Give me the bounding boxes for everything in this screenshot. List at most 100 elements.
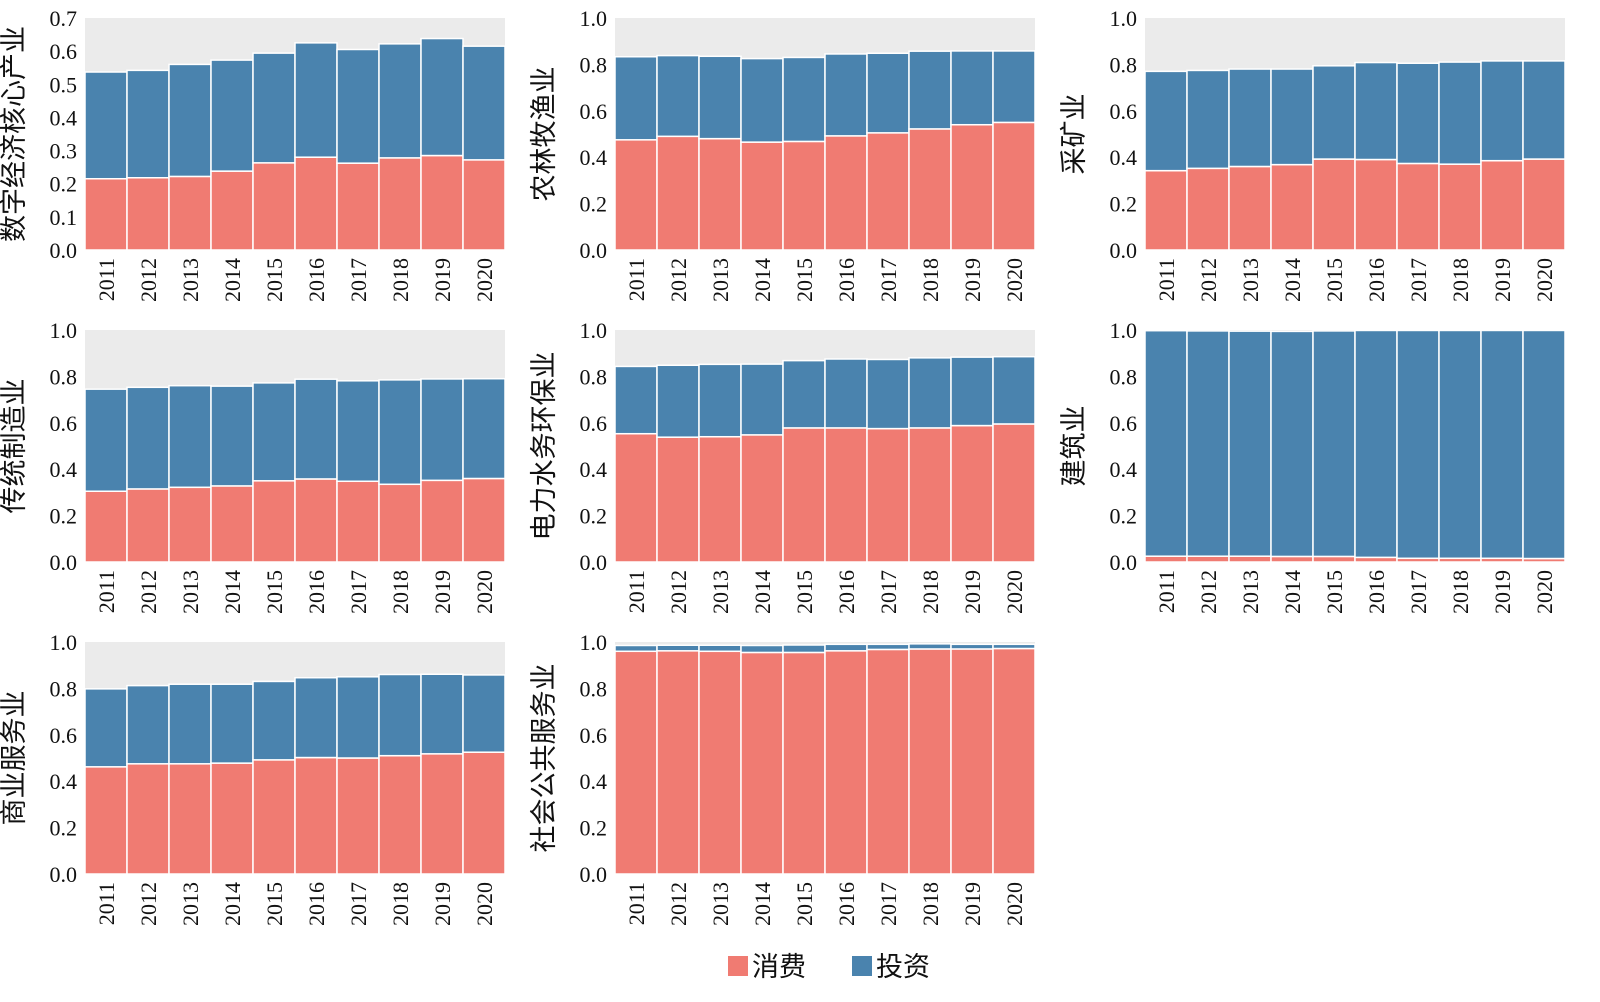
bar-consumption-2017	[336, 480, 380, 563]
bar-investment-2020	[462, 674, 506, 753]
y-tick-label: 0.4	[1110, 145, 1138, 170]
bar-investment-2015	[782, 359, 826, 429]
bar-investment-2015	[782, 644, 826, 654]
y-tick-label: 0.4	[50, 105, 78, 130]
bar-consumption-2011	[84, 490, 128, 563]
bar-consumption-2020	[992, 647, 1036, 875]
bar-consumption-2014	[1270, 163, 1314, 251]
bar-consumption-2019	[420, 753, 464, 875]
y-tick-label: 0.8	[580, 676, 608, 701]
bar-consumption-2020	[462, 751, 506, 875]
bar-consumption-2017	[866, 648, 910, 875]
bar-consumption-2016	[824, 135, 868, 251]
bar-consumption-2015	[1312, 158, 1356, 251]
bar-investment-2013	[168, 384, 212, 489]
bar-investment-2013	[1228, 68, 1272, 168]
bar-consumption-2019	[950, 123, 994, 251]
x-tick-label: 2020	[472, 258, 497, 302]
x-tick-label: 2013	[708, 258, 733, 302]
bar-consumption-2012	[656, 135, 700, 251]
bar-consumption-2014	[1270, 555, 1314, 563]
x-tick-label: 2017	[346, 570, 371, 614]
x-tick-label: 2019	[430, 258, 455, 302]
bar-investment-2011	[84, 71, 128, 180]
bar-consumption-2016	[824, 650, 868, 875]
y-tick-label: 0.8	[1110, 364, 1138, 389]
x-tick-label: 2016	[304, 570, 329, 614]
x-tick-label: 2019	[960, 258, 985, 302]
bar-investment-2017	[866, 358, 910, 430]
x-tick-label: 2016	[834, 882, 859, 926]
bar-consumption-2013	[698, 137, 742, 251]
x-tick-label: 2016	[834, 570, 859, 614]
bar-investment-2014	[1270, 68, 1314, 166]
bar-investment-2013	[698, 644, 742, 653]
bar-consumption-2016	[294, 756, 338, 875]
y-tick-label: 0.5	[50, 72, 78, 97]
x-tick-label: 2018	[918, 570, 943, 614]
y-tick-label: 0.0	[50, 550, 78, 575]
x-tick-label: 2015	[792, 258, 817, 302]
bar-consumption-2011	[614, 432, 658, 563]
y-tick-label: 1.0	[1110, 318, 1138, 343]
bar-consumption-2018	[378, 483, 422, 563]
bar-investment-2019	[1480, 329, 1524, 560]
y-axis-label: 商业服务业	[0, 691, 29, 826]
bar-consumption-2013	[168, 486, 212, 563]
bar-investment-2014	[210, 59, 254, 172]
bar-investment-2017	[1396, 62, 1440, 165]
bar-consumption-2011	[1144, 555, 1188, 563]
bar-consumption-2012	[656, 650, 700, 875]
x-tick-label: 2020	[1532, 258, 1557, 302]
x-tick-label: 2014	[750, 258, 775, 302]
x-tick-label: 2013	[708, 570, 733, 614]
bar-consumption-2020	[1522, 158, 1566, 251]
x-tick-label: 2020	[1532, 570, 1557, 614]
y-tick-label: 0.4	[580, 145, 608, 170]
y-tick-label: 0.4	[50, 769, 78, 794]
y-tick-label: 0.4	[1110, 457, 1138, 482]
x-tick-label: 2014	[1280, 258, 1305, 302]
bar-consumption-2014	[740, 651, 784, 875]
y-axis-label: 数字经济核心产业	[0, 26, 29, 242]
bar-investment-2018	[1438, 329, 1482, 560]
bar-consumption-2018	[908, 128, 952, 251]
x-tick-label: 2011	[624, 258, 649, 301]
bar-consumption-2019	[1480, 159, 1524, 251]
x-tick-label: 2016	[834, 258, 859, 302]
y-tick-label: 0.8	[50, 676, 78, 701]
x-tick-label: 2011	[94, 570, 119, 613]
bar-investment-2012	[126, 69, 170, 179]
x-tick-label: 2011	[1154, 570, 1179, 613]
bar-investment-2014	[210, 683, 254, 764]
bar-consumption-2013	[168, 175, 212, 251]
x-tick-label: 2016	[1364, 258, 1389, 302]
bar-investment-2015	[252, 382, 296, 482]
x-tick-label: 2020	[1002, 570, 1027, 614]
x-tick-label: 2018	[918, 258, 943, 302]
x-tick-label: 2019	[1490, 258, 1515, 302]
bar-investment-2016	[294, 378, 338, 480]
x-tick-label: 2019	[1490, 570, 1515, 614]
panel-4: 0.0 0.2 0.4 0.6 0.8 1.0 2011 2012 2013 2014 2015 20…	[529, 318, 1036, 614]
bar-investment-2019	[420, 673, 464, 755]
y-tick-label: 0.8	[50, 364, 78, 389]
y-tick-label: 0.2	[1110, 192, 1138, 217]
x-tick-label: 2019	[430, 570, 455, 614]
x-tick-label: 2016	[304, 258, 329, 302]
y-tick-label: 0.0	[1110, 550, 1138, 575]
legend-label-consumption: 消费	[752, 952, 806, 982]
x-tick-label: 2012	[1196, 258, 1221, 302]
bar-consumption-2012	[1186, 555, 1230, 563]
x-tick-label: 2019	[430, 882, 455, 926]
bar-investment-2013	[168, 63, 212, 178]
chart-panels: 0.0 0.1 0.2 0.3 0.4 0.5 0.6 0.7 2011 2012 2013 2014…	[0, 6, 1566, 926]
y-tick-label: 1.0	[580, 630, 608, 655]
y-axis-label: 社会公共服务业	[529, 664, 559, 853]
x-tick-label: 2015	[1322, 570, 1347, 614]
x-tick-label: 2017	[876, 570, 901, 614]
y-tick-label: 0.0	[580, 238, 608, 263]
x-tick-label: 2015	[262, 882, 287, 926]
panel-2: 0.0 0.2 0.4 0.6 0.8 1.0 2011 2012 2013 2014 2015 20…	[1059, 6, 1566, 302]
bar-consumption-2012	[1186, 167, 1230, 251]
